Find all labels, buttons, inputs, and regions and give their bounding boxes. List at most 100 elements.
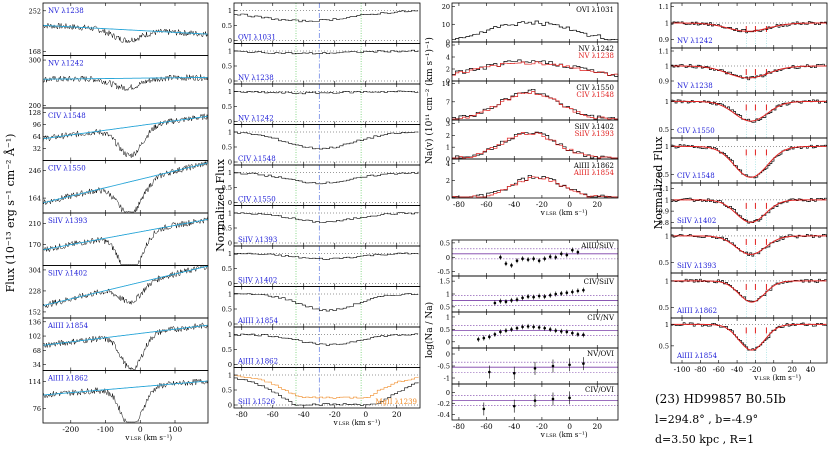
ratio-point xyxy=(554,292,558,296)
ratio-panel-label: CIV/NV xyxy=(587,314,615,322)
y-tick-label: 1 xyxy=(228,48,232,56)
normalized-spectrum xyxy=(234,293,419,312)
fit-panel: SiIV λ1402 xyxy=(671,197,827,228)
y-tick-label: 14 xyxy=(442,80,450,88)
norm-yaxis: 10.50 xyxy=(222,210,237,248)
ratio-point xyxy=(559,330,563,333)
flux-panel: CIV λ1550 xyxy=(42,161,208,213)
nav-yaxis: 6 4 2 0 xyxy=(446,42,455,86)
y-tick-label: 1.1 xyxy=(659,3,669,11)
ratio-point xyxy=(571,290,574,294)
fit-yaxis: 10.5 xyxy=(659,277,674,312)
norm-panel: SiIV λ1402 xyxy=(234,246,420,287)
y-tick-label: 168 xyxy=(29,48,41,56)
ratio-point xyxy=(565,253,569,257)
x-tick-label: -80 xyxy=(236,410,248,419)
y-tick-label: 0 xyxy=(446,78,450,86)
y-tick-label: 3 xyxy=(446,120,450,128)
y-tick-label: 0.5 xyxy=(222,103,232,111)
ratio-point xyxy=(568,396,571,400)
norm-yaxis: 10.50 xyxy=(222,7,237,45)
norm-xaxis xyxy=(241,3,398,44)
y-tick-label: 1 xyxy=(665,321,669,329)
normalized-spectrum xyxy=(234,377,419,406)
flux-panel: NV λ1242 xyxy=(42,60,208,92)
ratio-xaxis xyxy=(458,240,598,276)
flux-xaxis xyxy=(70,108,176,161)
y-tick-label: 34 xyxy=(33,361,41,369)
fit-yaxis: 1.1 1 0.9 0.8 xyxy=(659,185,674,227)
star-id-caption: (23) HD99857 B0.5Ib xyxy=(655,392,786,406)
y-tick-label: 252 xyxy=(29,7,41,15)
nav-ylabel: Na(v) (10¹¹ cm⁻² (km s⁻¹)⁻¹) xyxy=(424,37,435,164)
nav-yaxis: 14 7 0 xyxy=(442,80,455,125)
y-tick-label: 0.5 xyxy=(222,184,232,192)
flux-panel-label: AlIII λ1862 xyxy=(47,375,88,383)
normalized-spectrum xyxy=(234,10,419,23)
ratio-point xyxy=(568,363,571,367)
nav-panel: OVI λ1031 xyxy=(452,6,619,41)
flux-yaxis: 304 228 152 xyxy=(29,266,46,316)
flux-xaxis: -200 -100 0 100 xyxy=(62,370,182,434)
ratio-point xyxy=(488,335,491,339)
x-tick-label: -60 xyxy=(481,422,493,431)
norm-yaxis: 10.50 xyxy=(222,372,237,410)
ratio-point xyxy=(532,325,535,329)
y-tick-label: 304 xyxy=(29,266,41,274)
ratio-panel-label: CIV/OVI xyxy=(585,386,614,394)
ratio-xlabel: v xyxy=(540,430,546,439)
norm-yaxis: 10.50 xyxy=(222,331,237,369)
y-tick-label: -0.4 xyxy=(437,411,450,419)
y-tick-label: 7 xyxy=(446,98,450,106)
y-tick-label: 1 xyxy=(446,144,450,152)
nav-profile-2 xyxy=(452,176,618,198)
y-tick-label: 64 xyxy=(33,133,41,141)
continuum-fit xyxy=(42,218,208,251)
nav-xaxis: -80 -60 -40 -20 0 20 xyxy=(453,159,602,209)
flux-spectrum xyxy=(42,161,208,213)
flux-panel: AlIII λ1854 xyxy=(42,322,208,371)
x-tick-label: 0 xyxy=(567,200,572,209)
continuum-fit xyxy=(42,324,208,346)
ratio-point xyxy=(512,371,516,375)
nav-panel-label: OVI λ1031 xyxy=(576,6,614,14)
normalized-spectrum xyxy=(234,333,419,346)
fit-panel: SiIV λ1393 xyxy=(671,233,827,273)
fit-yaxis: 10.5 xyxy=(659,98,674,134)
fit-model xyxy=(671,235,827,255)
flux-panel: SiIV λ1402 xyxy=(42,266,208,308)
flux-panel-label: AlIII λ1854 xyxy=(47,322,89,330)
y-tick-label: 0.5 xyxy=(659,259,669,267)
y-tick-label: 1 xyxy=(228,372,232,380)
normalized-spectrum xyxy=(234,171,419,185)
distance-caption: d=3.50 kpc , R=1 xyxy=(655,433,754,446)
x-tick-label: -60 xyxy=(481,200,493,209)
flux-panel: CIV λ1548 xyxy=(42,112,208,158)
norm-panel: AlIII λ1854 xyxy=(234,286,420,327)
fit-xaxis xyxy=(681,183,811,228)
y-tick-label: 10 xyxy=(442,21,450,29)
ratio-xaxis xyxy=(458,312,598,348)
flux-panel: NV λ1238 xyxy=(42,7,208,44)
ratio-point xyxy=(521,325,524,329)
nav-panel-label: SiIV λ1402 xyxy=(575,123,614,131)
flux-panel-label: SiIV λ1393 xyxy=(48,217,87,225)
x-tick-label: -20 xyxy=(536,200,548,209)
norm-panel: MgII λ1239 SiII λ1526 xyxy=(234,367,420,408)
ratio-point xyxy=(504,300,508,304)
x-tick-label: -60 xyxy=(713,365,725,374)
continuum-fit xyxy=(42,162,208,204)
norm-yaxis: 10.50 xyxy=(222,129,237,167)
y-tick-label: 96 xyxy=(33,121,41,129)
x-tick-label: 0 xyxy=(138,425,143,434)
y-tick-label: 0 xyxy=(228,240,232,248)
y-tick-label: 0.5 xyxy=(440,303,450,311)
y-tick-label: 0 xyxy=(228,280,232,288)
norm-panel-label-2: MgII λ1239 xyxy=(375,398,417,406)
nav-profile-2 xyxy=(452,132,618,159)
ratio-point xyxy=(582,362,585,365)
